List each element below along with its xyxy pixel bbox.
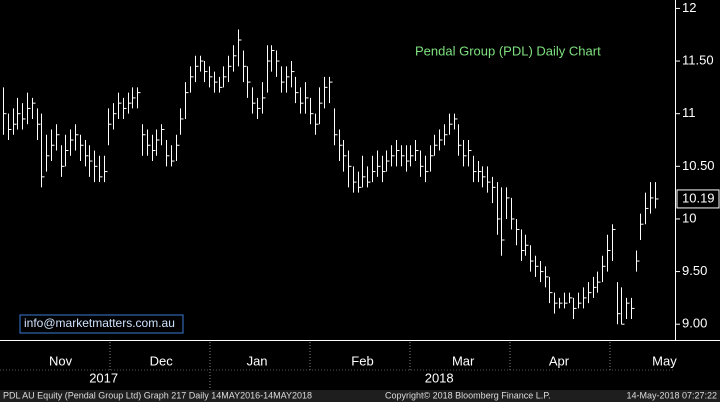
footer-center: Copyright© 2018 Bloomberg Finance L.P.: [385, 390, 551, 400]
last-price-box: [676, 189, 720, 209]
footer-bar: [0, 390, 720, 402]
y-tick-label: 9.50: [682, 263, 707, 278]
month-separators: [109, 342, 611, 390]
x-tick-label: Mar: [452, 353, 475, 368]
year-label: 2017: [89, 370, 118, 385]
x-tick-label: Dec: [150, 353, 174, 368]
y-tick-label: 12: [682, 0, 696, 15]
x-tick-label: Nov: [49, 353, 73, 368]
x-tick-label: Apr: [549, 353, 570, 368]
footer-left: PDL AU Equity (Pendal Group Ltd) Graph 2…: [3, 390, 312, 400]
watermark: info@marketmatters.com.au: [24, 316, 175, 330]
footer-right: 14-May-2018 07:27:22: [626, 390, 717, 400]
y-tick-label: 10: [682, 210, 696, 225]
x-tick-label: Jan: [247, 353, 268, 368]
watermark-box: [19, 314, 184, 334]
year-label: 2018: [425, 370, 454, 385]
x-tick-label: May: [652, 353, 677, 368]
last-price-label: 10.19: [682, 190, 715, 205]
y-tick-label: 10.50: [682, 158, 715, 173]
y-tick-label: 11: [682, 105, 696, 120]
chart-title: Pendal Group (PDL) Daily Chart: [415, 43, 601, 58]
y-tick-label: 9.00: [682, 316, 707, 331]
x-tick-label: Feb: [351, 353, 373, 368]
y-tick-label: 11.50: [682, 52, 714, 67]
